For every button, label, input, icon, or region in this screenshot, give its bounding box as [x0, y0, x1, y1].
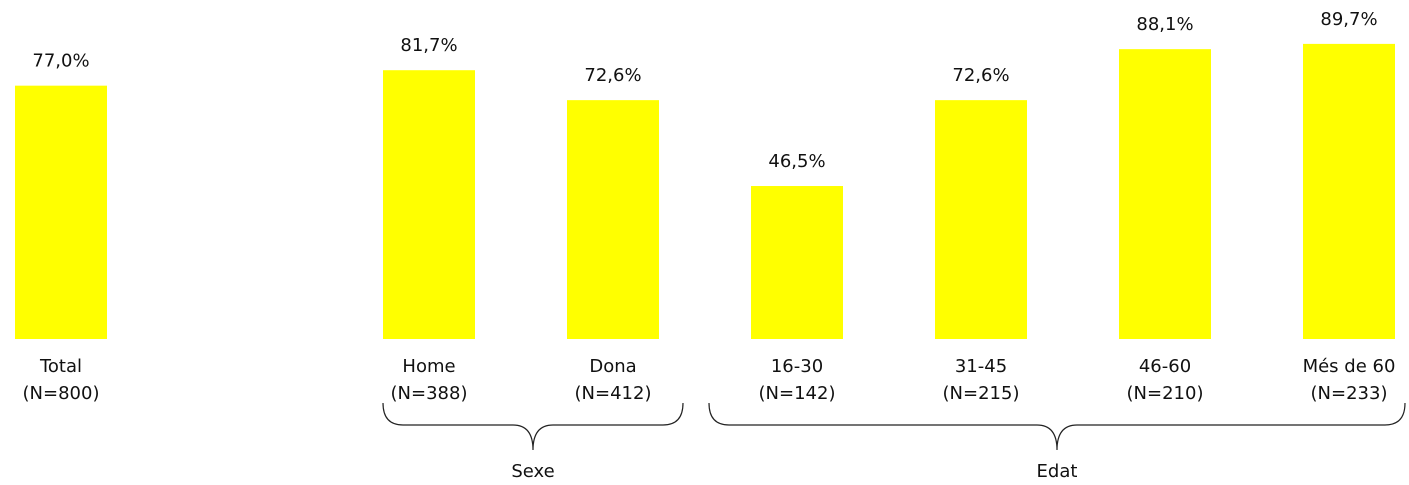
bar [383, 70, 475, 339]
category-label: 16-30 [771, 356, 823, 377]
sample-size-label: (N=388) [391, 383, 468, 404]
value-label: 88,1% [1136, 14, 1193, 35]
bar [1119, 49, 1211, 339]
category-label: 46-60 [1139, 356, 1191, 377]
bar [567, 100, 659, 340]
value-label: 72,6% [584, 65, 641, 86]
bar [751, 186, 843, 339]
value-label: 77,0% [32, 51, 89, 72]
value-label: 72,6% [952, 65, 1009, 86]
sample-size-label: (N=215) [943, 383, 1020, 404]
sample-size-label: (N=800) [23, 383, 100, 404]
category-label: Home [402, 356, 455, 377]
value-label: 46,5% [768, 151, 825, 172]
category-label: Total [39, 356, 82, 377]
value-label: 89,7% [1320, 9, 1377, 30]
group-brace [382, 402, 684, 451]
category-label: Dona [589, 356, 636, 377]
group-label: Edat [1037, 461, 1078, 482]
value-label: 81,7% [400, 35, 457, 56]
bar [15, 85, 107, 339]
sample-size-label: (N=233) [1311, 383, 1388, 404]
group-label: Sexe [511, 461, 554, 482]
bar [935, 100, 1027, 340]
sample-size-label: (N=210) [1127, 383, 1204, 404]
group-brace [708, 402, 1406, 451]
category-label: 31-45 [955, 356, 1007, 377]
sample-size-label: (N=142) [759, 383, 836, 404]
bar [1303, 43, 1395, 340]
category-label: Més de 60 [1303, 356, 1396, 377]
sample-size-label: (N=412) [575, 383, 652, 404]
